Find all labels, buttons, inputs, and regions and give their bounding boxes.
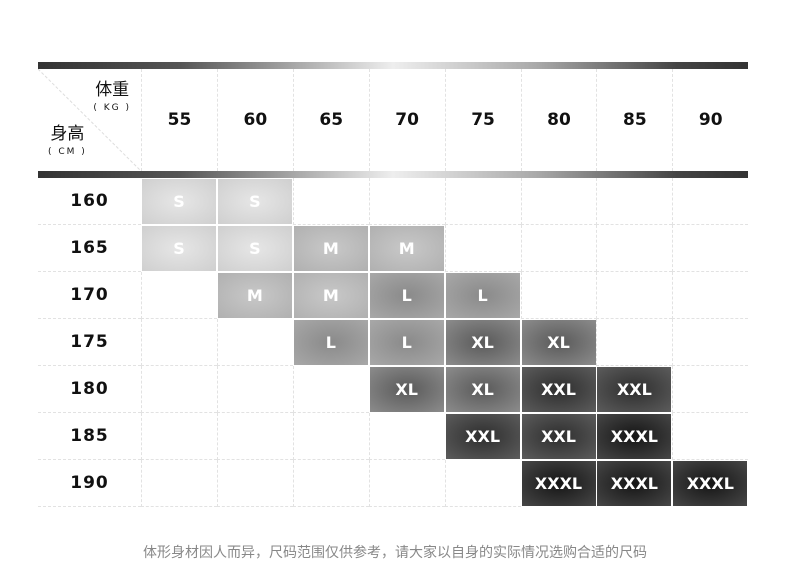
- size-cell: L: [444, 272, 521, 319]
- empty-cell: [444, 460, 521, 507]
- empty-cell: [520, 225, 597, 272]
- size-cell: S: [141, 178, 217, 225]
- empty-cell: [292, 366, 369, 413]
- weight-column-header: 55: [141, 69, 217, 171]
- footer-note: 体形身材因人而异，尺码范围仅供参考，请大家以自身的实际情况选购合适的尺码: [143, 545, 647, 561]
- empty-cell: [672, 178, 749, 225]
- empty-cell: [596, 272, 673, 319]
- empty-cell: [672, 413, 749, 460]
- size-cell: XL: [520, 319, 597, 366]
- empty-cell: [216, 460, 293, 507]
- empty-cell: [596, 178, 673, 225]
- size-cell: XXXL: [596, 413, 673, 460]
- size-cell: L: [368, 272, 445, 319]
- corner-header: 体重( KG ) 身高( CM ): [38, 69, 141, 171]
- weight-column-header: 60: [216, 69, 293, 171]
- height-row-label: 180: [38, 366, 141, 413]
- empty-cell: [141, 319, 217, 366]
- empty-cell: [444, 178, 521, 225]
- height-header: 身高( CM ): [48, 124, 87, 157]
- empty-cell: [368, 178, 445, 225]
- height-row-label: 170: [38, 272, 141, 319]
- empty-cell: [292, 460, 369, 507]
- empty-cell: [216, 319, 293, 366]
- weight-column-header: 90: [672, 69, 748, 171]
- size-cell: XXXL: [596, 460, 673, 507]
- empty-cell: [444, 225, 521, 272]
- empty-cell: [596, 225, 673, 272]
- empty-cell: [216, 413, 293, 460]
- size-cell: M: [216, 272, 293, 319]
- size-cell: XXL: [520, 366, 597, 413]
- height-row-label: 160: [38, 178, 141, 225]
- empty-cell: [141, 413, 217, 460]
- weight-column-header: 70: [368, 69, 445, 171]
- size-cell: XL: [368, 366, 445, 413]
- empty-cell: [368, 460, 445, 507]
- size-cell: S: [216, 178, 293, 225]
- empty-cell: [141, 366, 217, 413]
- height-row-label: 185: [38, 413, 141, 460]
- size-cell: L: [292, 319, 369, 366]
- empty-cell: [672, 366, 749, 413]
- size-cell: XL: [444, 366, 521, 413]
- weight-column-header: 65: [292, 69, 369, 171]
- empty-cell: [141, 272, 217, 319]
- size-cell: S: [216, 225, 293, 272]
- weight-column-header: 85: [596, 69, 672, 171]
- weight-column-header: 75: [444, 69, 521, 171]
- weight-column-header: 80: [520, 69, 597, 171]
- empty-cell: [141, 460, 217, 507]
- empty-cell: [216, 366, 293, 413]
- height-row-label: 165: [38, 225, 141, 272]
- weight-header: 体重( KG ): [93, 80, 131, 113]
- size-cell: M: [292, 225, 369, 272]
- size-cell: XXXL: [672, 460, 749, 507]
- empty-cell: [292, 413, 369, 460]
- empty-cell: [672, 225, 749, 272]
- empty-cell: [368, 413, 445, 460]
- size-cell: XXL: [520, 413, 597, 460]
- size-cell: S: [141, 225, 217, 272]
- empty-cell: [596, 319, 673, 366]
- header-top-bar: [38, 62, 748, 69]
- empty-cell: [292, 178, 369, 225]
- height-row-label: 190: [38, 460, 141, 507]
- size-cell: XXXL: [520, 460, 597, 507]
- size-cell: L: [368, 319, 445, 366]
- size-cell: XXL: [596, 366, 673, 413]
- size-cell: M: [368, 225, 445, 272]
- size-cell: XXL: [444, 413, 521, 460]
- size-cell: XL: [444, 319, 521, 366]
- size-cell: M: [292, 272, 369, 319]
- height-row-label: 175: [38, 319, 141, 366]
- empty-cell: [520, 272, 597, 319]
- empty-cell: [672, 272, 749, 319]
- empty-cell: [520, 178, 597, 225]
- header-bottom-bar: [38, 171, 748, 178]
- empty-cell: [672, 319, 749, 366]
